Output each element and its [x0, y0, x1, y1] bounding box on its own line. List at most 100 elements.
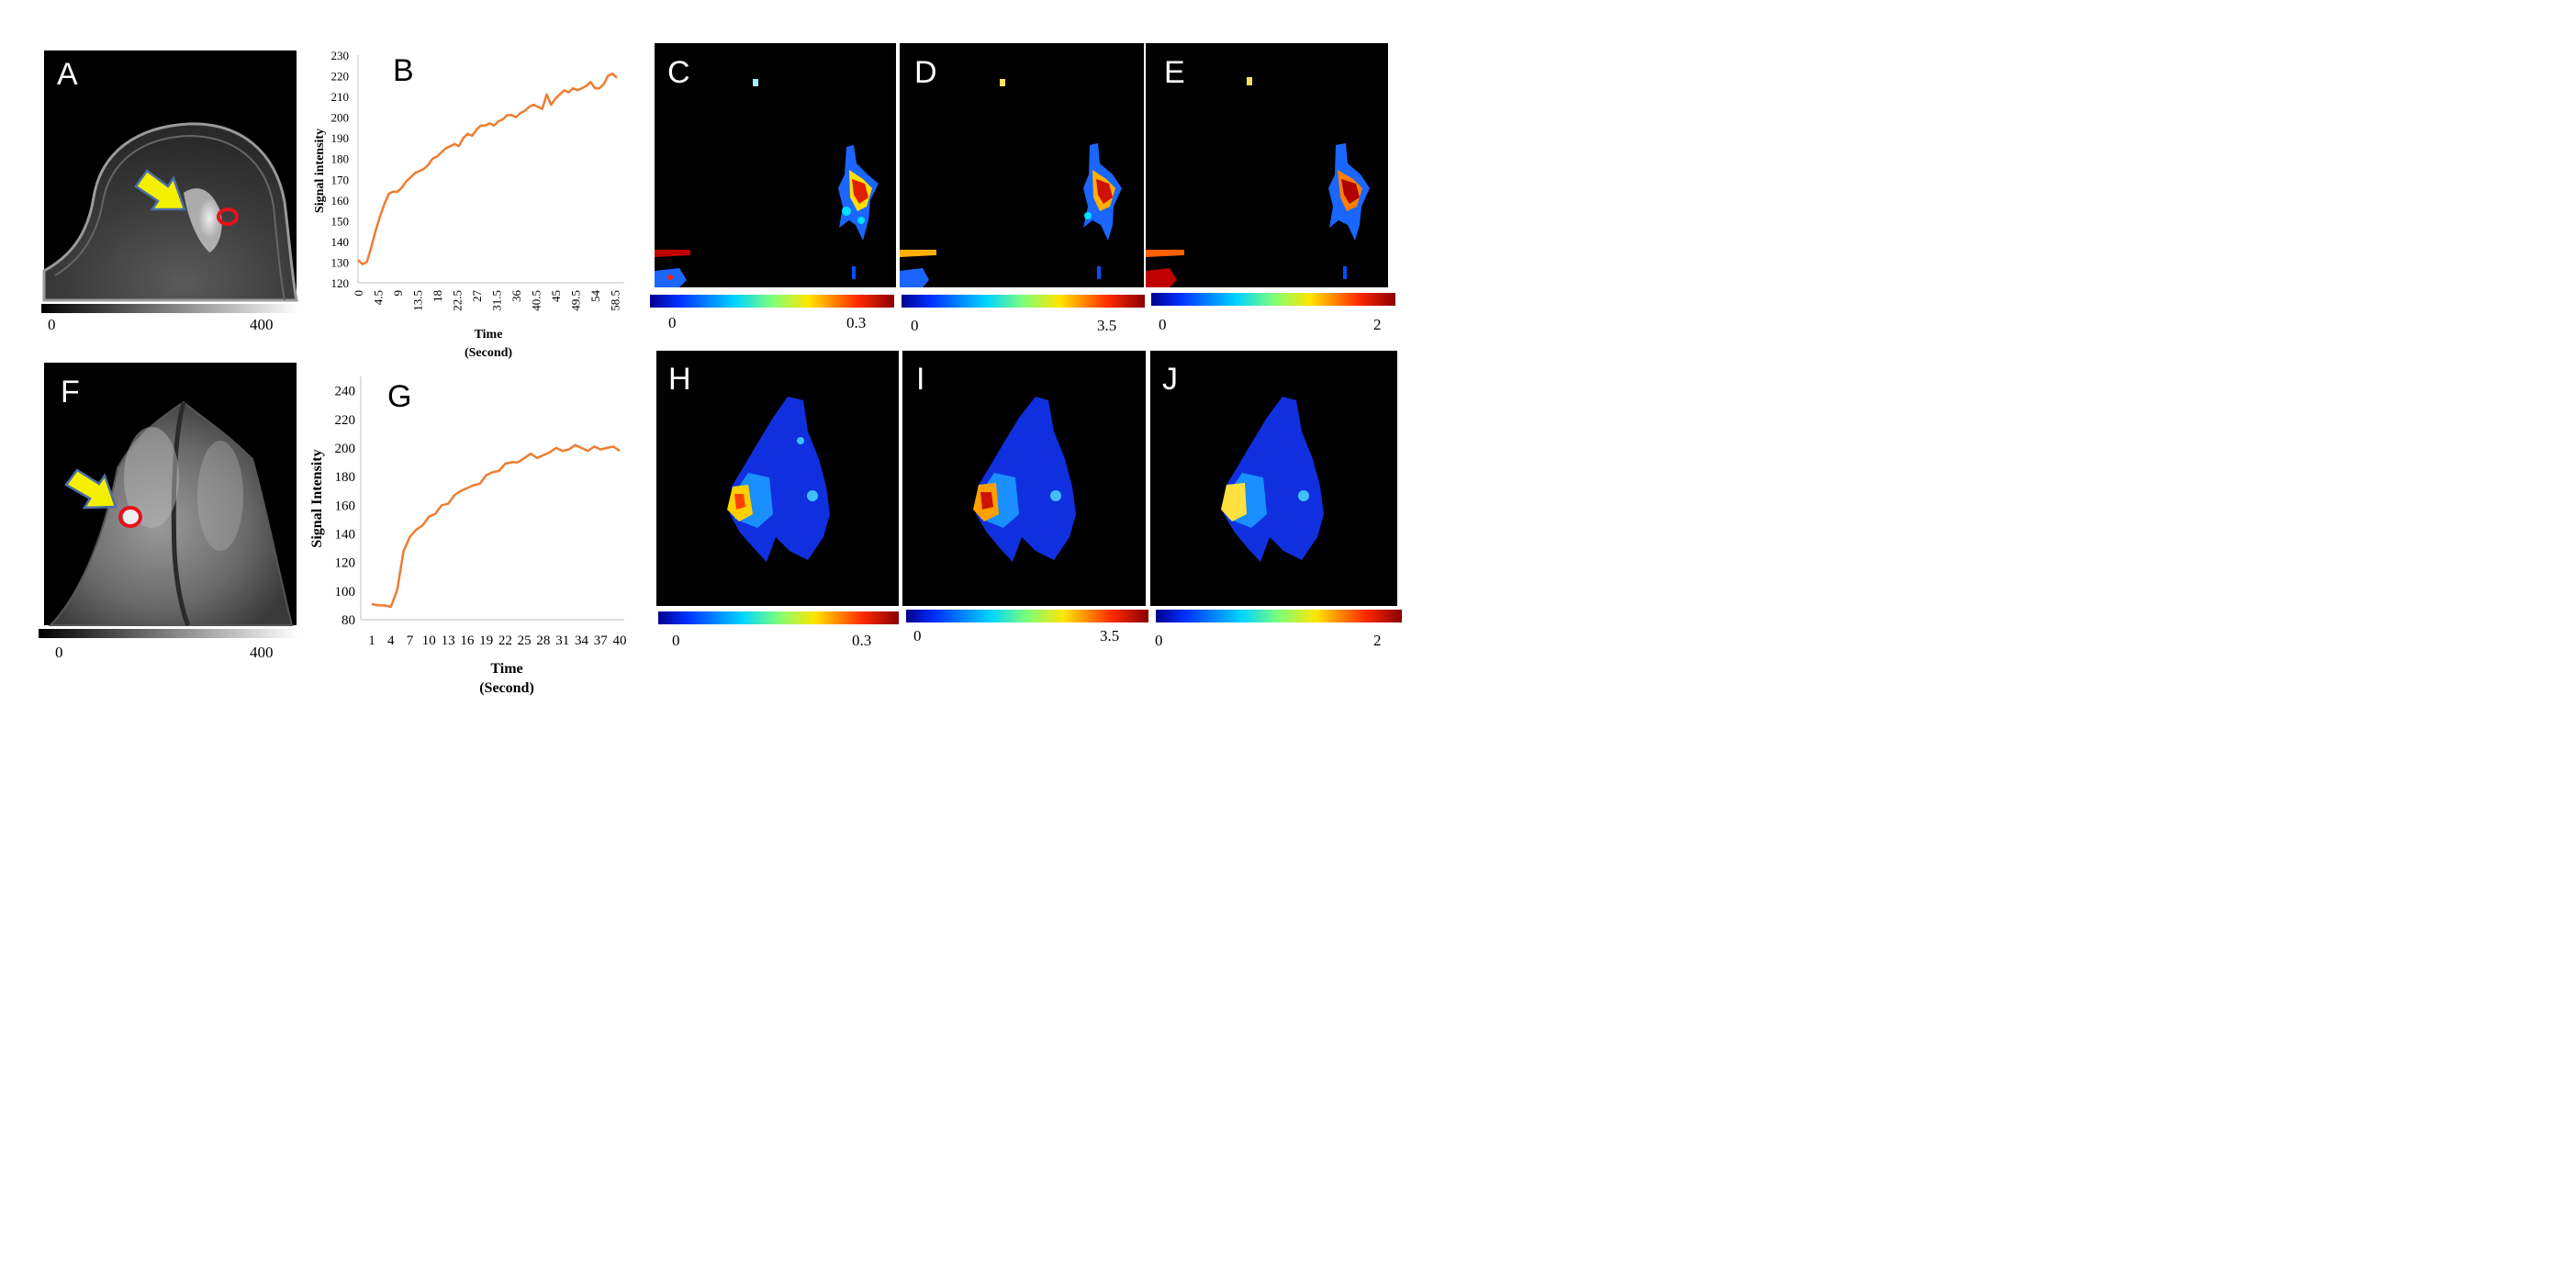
grayscale-bar-bottom: 0 400: [39, 629, 298, 661]
colorbar-i: 0 3.5: [906, 610, 1148, 645]
x-tick-label: 0: [352, 290, 365, 297]
x-tick-label: 54: [588, 290, 602, 303]
panel-label-c: C: [667, 55, 690, 90]
figure: A 0 400 F 0 400 B Signal intensity Time …: [0, 0, 1432, 704]
x-tick-label: 18: [431, 290, 444, 302]
y-tick-label: 180: [335, 470, 356, 485]
y-tick-label: 160: [335, 499, 356, 513]
grayscale-min-label: 0: [55, 644, 63, 661]
x-tick-label: 13: [442, 634, 455, 648]
vessel-map: [1146, 77, 1347, 287]
panel-label-e: E: [1164, 55, 1185, 90]
colorbar-min-label: 0: [1159, 316, 1167, 333]
colorbar-max-label: 2: [1373, 632, 1382, 649]
x-tick-label: 36: [510, 290, 523, 303]
y-tick-label: 220: [335, 413, 356, 428]
y-tick-label: 120: [331, 276, 350, 290]
x-tick-label: 22: [498, 634, 512, 648]
chart-g: G Signal Intensity Time (Second) 8010012…: [309, 376, 627, 696]
y-tick-label: 190: [331, 131, 350, 145]
panel-label-g: G: [387, 379, 411, 414]
x-tick-label: 27: [470, 290, 484, 303]
y-tick-label: 200: [331, 111, 350, 125]
tumor-map: [838, 145, 879, 241]
x-tick-label: 45: [549, 290, 563, 302]
panel-label-b: B: [393, 53, 414, 88]
panel-label-d: D: [914, 55, 937, 90]
x-axis-title: Time: [490, 661, 522, 677]
y-tick-label: 230: [331, 49, 350, 62]
x-axis-title-unit: (Second): [465, 346, 512, 360]
y-tick-label: 240: [335, 385, 356, 399]
y-tick-label: 200: [335, 442, 356, 456]
panel-a: A: [42, 50, 298, 302]
x-tick-label: 22.5: [451, 290, 465, 311]
tumor-map: [1328, 143, 1370, 241]
colorbar-max-label: 0.3: [852, 632, 871, 649]
breast-perfusion-map: [1221, 397, 1324, 562]
colorbar-j: 0 2: [1155, 610, 1402, 649]
panel-label-a: A: [57, 57, 78, 92]
x-axis-title-unit: (Second): [479, 680, 534, 696]
colorbar-max-label: 3.5: [1100, 627, 1119, 645]
panel-j: J: [1150, 351, 1397, 606]
x-tick-label: 1: [368, 634, 375, 648]
panel-label-j: J: [1162, 362, 1178, 397]
y-tick-label: 160: [331, 194, 350, 207]
y-tick-label: 140: [335, 527, 356, 542]
colorbar-d: 0 3.5: [902, 295, 1145, 334]
x-tick-label: 16: [460, 634, 475, 648]
colorbar-max-label: 2: [1373, 316, 1382, 333]
grayscale-max-label: 400: [250, 316, 274, 333]
x-tick-label: 4: [387, 634, 395, 648]
x-tick-label: 9: [391, 290, 405, 297]
y-tick-label: 130: [331, 255, 350, 269]
y-tick-label: 120: [335, 556, 356, 571]
x-tick-label: 19: [479, 634, 493, 648]
panel-label-i: I: [916, 362, 924, 397]
x-tick-label: 4.5: [372, 290, 386, 305]
panel-i: I: [902, 351, 1146, 606]
roi-circle-icon: [217, 207, 239, 226]
colorbar-min-label: 0: [672, 632, 680, 649]
panel-c: C: [655, 43, 896, 287]
panel-label-f: F: [61, 375, 80, 409]
yellow-arrow-icon: [64, 468, 118, 510]
y-axis-title: Signal intensity: [313, 129, 327, 213]
x-tick-label: 28: [536, 634, 550, 648]
signal-intensity-series-line: [371, 443, 621, 609]
vessel-map: [900, 79, 1101, 287]
panel-d: D: [900, 43, 1144, 287]
colorbar-max-label: 0.3: [846, 314, 866, 331]
colorbar-min-label: 0: [911, 317, 919, 334]
x-axis-title: Time: [475, 328, 503, 342]
x-tick-label: 40.5: [530, 290, 543, 311]
x-tick-label: 40: [613, 634, 627, 648]
colorbar-h: 0 0.3: [658, 611, 899, 649]
tumor-map: [1083, 143, 1122, 241]
grayscale-max-label: 400: [250, 644, 274, 661]
x-tick-label: 37: [594, 634, 609, 648]
y-tick-label: 210: [331, 90, 350, 104]
y-tick-label: 150: [331, 214, 350, 228]
panel-label-h: H: [668, 362, 691, 397]
colorbar-c: 0 0.3: [650, 295, 894, 331]
vessel-map: [655, 79, 856, 287]
colorbar-min-label: 0: [913, 627, 922, 645]
x-tick-label: 10: [422, 634, 436, 648]
roi-circle-icon: [118, 506, 142, 528]
x-tick-label: 34: [575, 634, 589, 648]
x-tick-label: 25: [518, 634, 532, 648]
colorbar-max-label: 3.5: [1097, 317, 1116, 334]
y-axis-title: Signal Intensity: [309, 449, 325, 547]
colorbar-e: 0 2: [1151, 293, 1395, 333]
grayscale-bar-top: 0 400: [41, 304, 298, 333]
x-tick-label: 31: [555, 634, 569, 648]
chart-b: B Signal intensity Time (Second) 120 130 1…: [313, 49, 624, 360]
colorbar-min-label: 0: [1155, 632, 1163, 649]
x-tick-label: 13.5: [411, 290, 425, 311]
panel-f: F: [44, 363, 297, 627]
y-tick-label: 180: [331, 152, 350, 166]
panel-h: H: [656, 351, 899, 606]
grayscale-min-label: 0: [48, 316, 56, 333]
